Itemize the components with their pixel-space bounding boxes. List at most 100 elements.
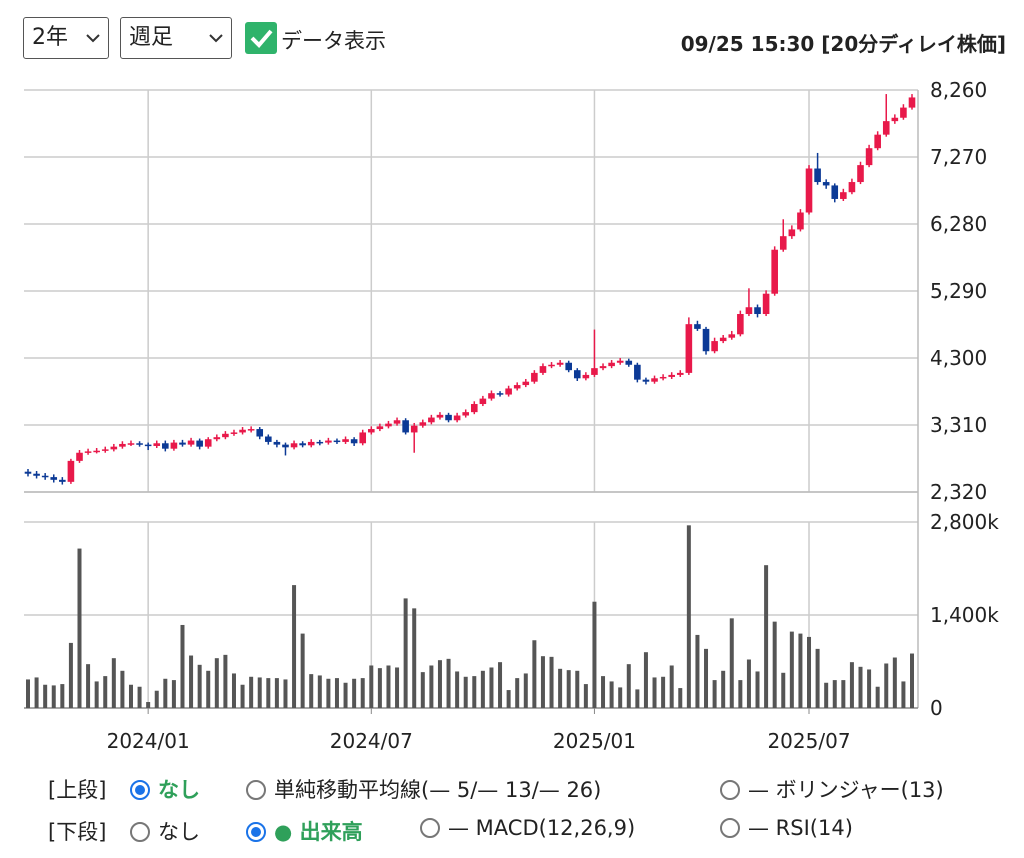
volume-bar [343,682,348,708]
candle-body [333,440,341,443]
volume-bar [154,690,159,708]
volume-bar [395,667,400,708]
volume-bar [566,670,571,708]
volume-bar [661,676,666,708]
candle-body [745,307,753,315]
x-tick-label: 2025/01 [553,729,636,753]
volume-bar [412,608,417,708]
volume-bar [643,652,648,708]
candle-body [393,420,401,424]
volume-bar [540,656,545,708]
candle-body [565,362,572,371]
candle-body [410,425,418,433]
volume-bar [678,688,683,708]
candle-body [616,360,624,363]
candle-body [179,442,186,445]
volume-bar [549,656,554,708]
candle-body [513,385,521,389]
volume-bar [360,678,365,708]
volume-bar [68,642,73,708]
candle-body [402,420,409,433]
radio-option[interactable]: — ボリンジャー(13) [720,774,944,804]
candle-body [273,441,281,445]
volume-bar [669,665,674,708]
radio-button [130,780,150,800]
candle-body [642,379,650,382]
volume-bar [26,679,30,708]
candle-body [479,398,487,405]
interval-select[interactable]: 週足 [120,17,232,59]
volume-bar [506,690,511,708]
data-label: データ表示 [281,29,386,53]
candle-body [556,362,564,365]
candle-body [170,442,178,449]
volume-bar [532,640,537,708]
radio-option[interactable]: — MACD(12,26,9) [420,816,635,840]
candle-body [428,417,435,423]
radio-option[interactable]: ● 出来高 [246,816,363,846]
candle-body [101,449,109,451]
candle-body [256,429,264,437]
volume-bar [712,680,717,708]
volume-bar [128,684,133,708]
radio-option[interactable]: なし [130,774,200,804]
candle-body [522,381,530,386]
candle-body [187,440,195,445]
candle-body [76,452,83,461]
candle-body [462,412,470,416]
candle-body [659,376,667,379]
candle-body [762,293,770,315]
data-checkbox[interactable] [245,22,277,54]
volume-bar [515,678,520,708]
candle-body [144,444,152,447]
y2-tick-label: 0 [930,696,943,720]
volume-bar [163,678,168,708]
volume-bar [429,665,434,708]
candle-body [505,388,512,395]
candle-body [857,165,864,183]
candle-body [719,337,727,342]
radio-label: — ボリンジャー(13) [748,778,944,802]
radio-label: なし [158,778,200,802]
volume-bar [386,665,391,708]
volume-bar [910,653,914,708]
candle-body [848,182,856,193]
candle-body [376,426,384,430]
period-select[interactable]: 2年 [23,17,109,59]
volume-bar [764,565,769,708]
volume-bar [472,676,477,708]
volume-bar [197,664,202,708]
candle-body [865,148,873,166]
chevron [86,34,100,43]
radio-option[interactable]: なし [130,816,200,846]
radio-option[interactable]: — RSI(14) [720,816,853,840]
candle-body [591,368,598,375]
volume-bar [558,668,563,708]
candle-body [797,212,804,230]
volume-bar [849,662,854,708]
candle-body [831,185,839,199]
candle-body [419,422,427,426]
candle-body [290,443,298,448]
volume-bar [317,675,322,708]
volume-bar [695,634,700,708]
candle-body [204,439,212,447]
candle-body [702,328,710,352]
candle-body [694,324,701,329]
volume-bar [781,672,786,708]
volume-bar [618,687,623,708]
volume-bar [807,636,812,708]
volume-bar [403,598,408,708]
radio-label: — MACD(12,26,9) [448,816,636,840]
candle-body [368,429,375,433]
volume-bar [729,618,734,708]
radio-button [720,780,740,800]
volume-bar [231,673,236,708]
radio-option[interactable]: 単純移動平均線(— 5/— 13/— 26) [246,774,601,804]
candle-body [265,436,272,442]
volume-bar [824,682,829,708]
candle-body [685,324,693,373]
volume-bar [283,679,288,708]
volume-bar [249,676,254,708]
